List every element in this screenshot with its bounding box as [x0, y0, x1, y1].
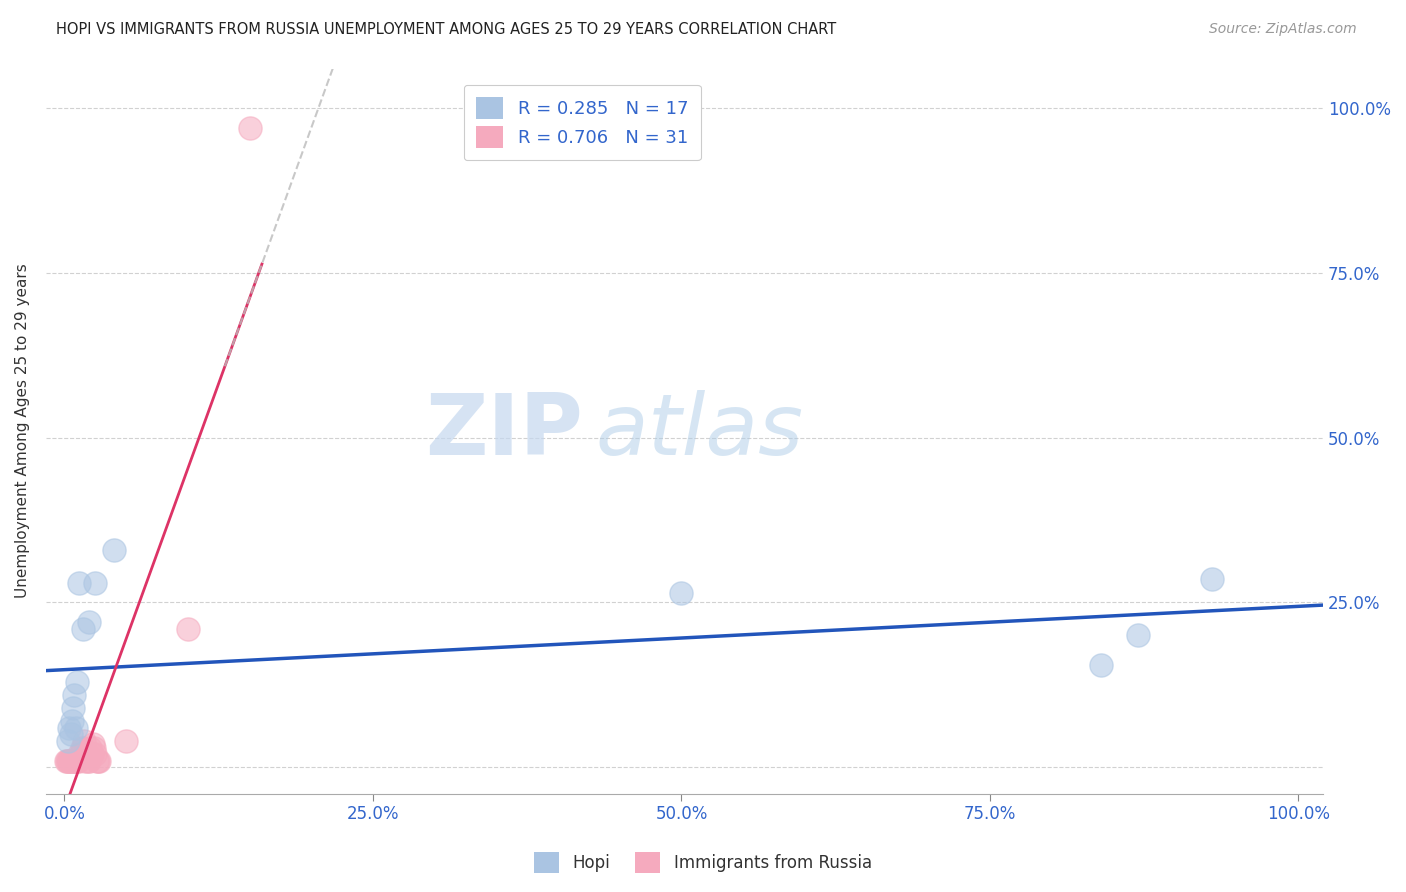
Point: [62, 754, 84, 768]
Point: [65, 721, 87, 735]
Point: [67, 754, 90, 768]
Y-axis label: Unemployment Among Ages 25 to 29 years: Unemployment Among Ages 25 to 29 years: [15, 264, 30, 599]
Text: Source: ZipAtlas.com: Source: ZipAtlas.com: [1209, 22, 1357, 37]
Point: [177, 622, 200, 636]
Point: [1201, 573, 1223, 587]
Point: [62, 701, 84, 715]
Point: [69, 747, 91, 761]
Point: [84, 575, 107, 590]
Point: [67, 747, 90, 761]
Point: [66, 754, 89, 768]
Point: [77, 615, 100, 630]
Legend: Hopi, Immigrants from Russia: Hopi, Immigrants from Russia: [527, 846, 879, 880]
Point: [72, 740, 94, 755]
Point: [59, 727, 82, 741]
Point: [56, 754, 79, 768]
Point: [76, 747, 98, 761]
Point: [87, 754, 110, 768]
Text: atlas: atlas: [595, 390, 803, 473]
Point: [83, 740, 105, 755]
Point: [65, 754, 87, 768]
Legend: R = 0.285   N = 17, R = 0.706   N = 31: R = 0.285 N = 17, R = 0.706 N = 31: [464, 85, 702, 161]
Point: [79, 740, 101, 755]
Point: [239, 120, 262, 135]
Point: [66, 674, 89, 689]
Point: [80, 747, 103, 761]
Point: [87, 754, 110, 768]
Point: [60, 714, 83, 728]
Point: [77, 754, 100, 768]
Point: [59, 754, 82, 768]
Point: [1126, 628, 1149, 642]
Point: [75, 754, 97, 768]
Point: [67, 575, 90, 590]
Point: [60, 754, 83, 768]
Point: [73, 734, 96, 748]
Point: [84, 747, 107, 761]
Point: [58, 721, 80, 735]
Point: [115, 734, 138, 748]
Point: [103, 542, 125, 557]
Text: HOPI VS IMMIGRANTS FROM RUSSIA UNEMPLOYMENT AMONG AGES 25 TO 29 YEARS CORRELATIO: HOPI VS IMMIGRANTS FROM RUSSIA UNEMPLOYM…: [56, 22, 837, 37]
Point: [77, 754, 100, 768]
Point: [70, 740, 93, 755]
Point: [671, 585, 693, 599]
Point: [1090, 658, 1112, 673]
Point: [63, 754, 86, 768]
Point: [56, 734, 79, 748]
Point: [58, 754, 80, 768]
Point: [82, 737, 104, 751]
Point: [72, 622, 94, 636]
Point: [86, 754, 108, 768]
Point: [55, 754, 77, 768]
Point: [56, 754, 79, 768]
Point: [63, 688, 86, 702]
Text: ZIP: ZIP: [425, 390, 582, 473]
